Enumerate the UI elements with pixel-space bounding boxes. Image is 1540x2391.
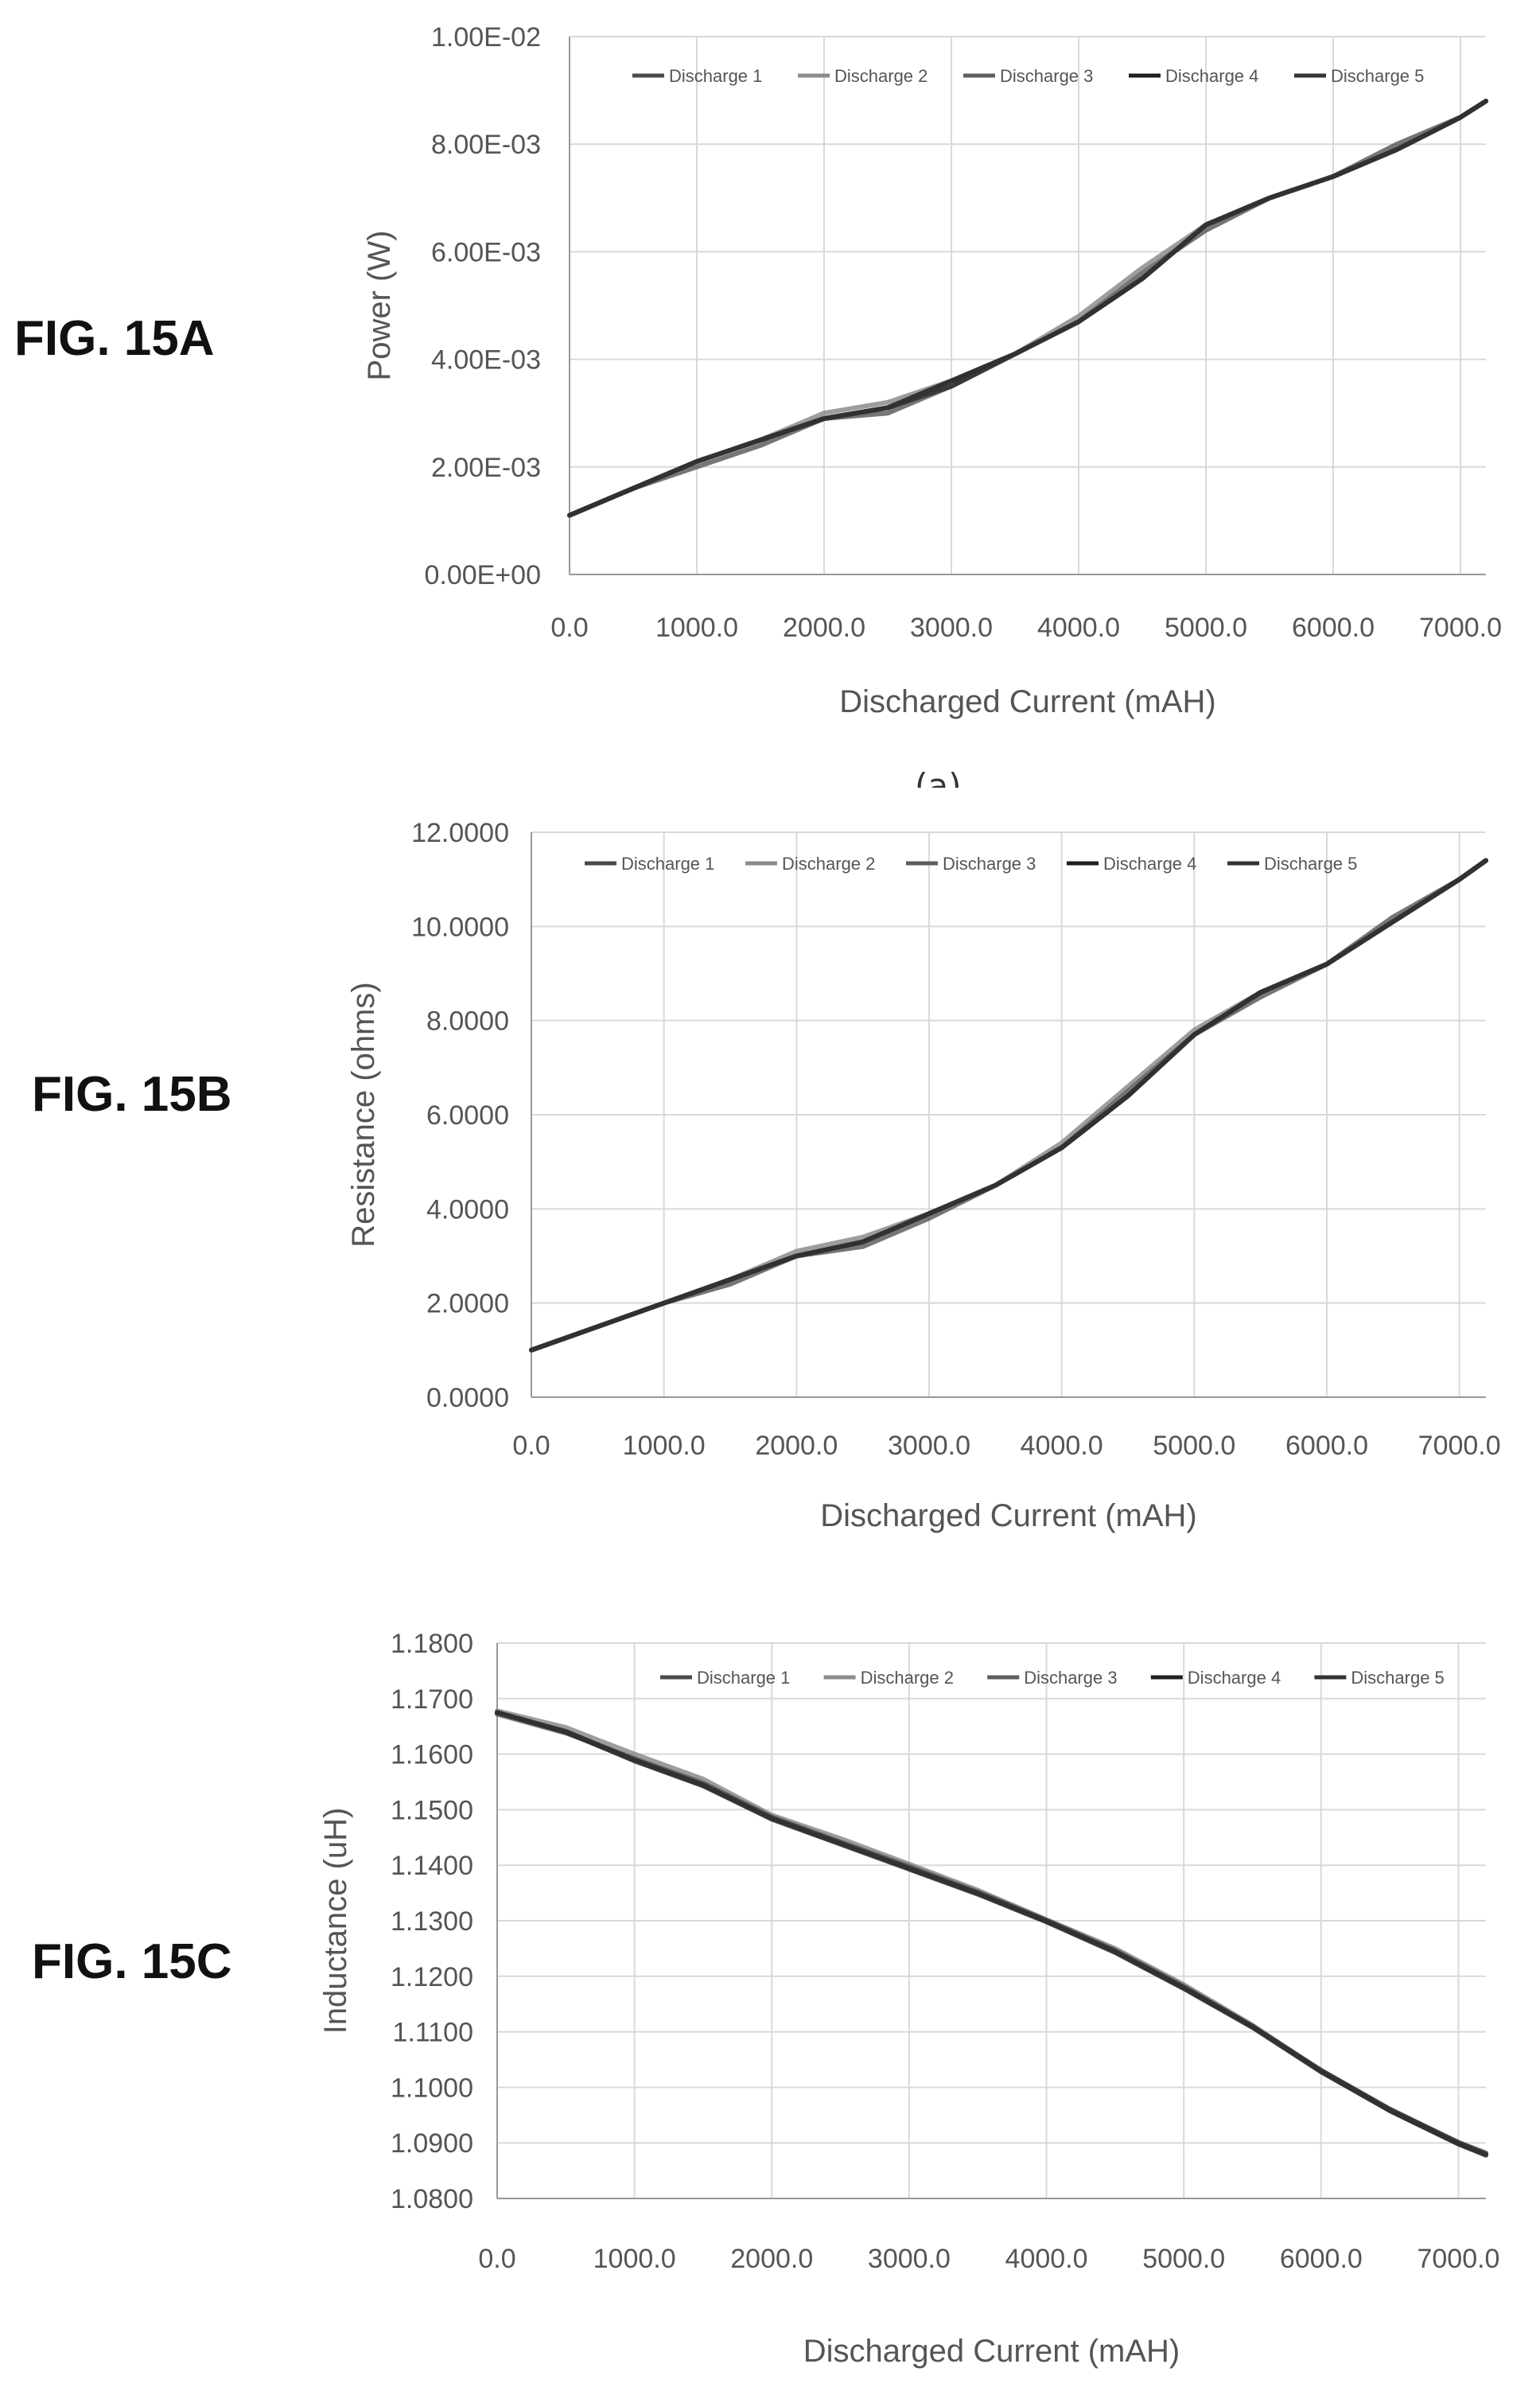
y-tick-label: 1.0800 [391,2184,473,2214]
legend-label-discharge-5: Discharge 5 [1351,1668,1444,1688]
y-tick-label: 2.0000 [426,1289,509,1319]
figure-label-15c: FIG. 15C [32,1934,232,1989]
y-tick-label: 1.1300 [391,1906,473,1937]
x-tick-label: 0.0 [478,2244,515,2274]
y-tick-label: 1.1400 [391,1851,473,1881]
legend-label-discharge-5: Discharge 5 [1264,854,1357,874]
series-line-discharge-3 [567,99,1488,518]
series-line-discharge-4 [495,1710,1488,2158]
series-line-discharge-5 [495,1710,1488,2157]
x-tick-label: 4000.0 [1021,1431,1103,1461]
caption-fragment-a: (a) [915,769,986,788]
legend-label-discharge-2: Discharge 2 [782,854,875,874]
x-axis-title: Discharged Current (mAH) [803,2334,1180,2369]
x-tick-label: 6000.0 [1280,2244,1363,2274]
x-tick-label: 7000.0 [1419,613,1502,643]
y-tick-label: 10.0000 [411,912,509,942]
series-line-discharge-1 [529,858,1488,1353]
y-tick-label: 12.0000 [411,818,509,848]
legend-label-discharge-4: Discharge 4 [1103,854,1196,874]
y-tick-label: 4.0000 [426,1194,509,1225]
x-tick-label: 1000.0 [593,2244,676,2274]
legend-label-discharge-1: Discharge 1 [697,1668,790,1688]
y-axis-title: Resistance (ohms) [346,982,381,1247]
y-tick-label: 6.0000 [426,1100,509,1131]
legend-label-discharge-1: Discharge 1 [621,854,714,874]
series-line-discharge-1 [567,99,1488,518]
y-tick-label: 8.0000 [426,1007,509,1037]
y-tick-label: 0.0000 [426,1383,509,1413]
series-line-discharge-5 [567,99,1488,518]
y-tick-label: 0.00E+00 [424,560,541,590]
x-tick-label: 6000.0 [1292,613,1375,643]
figure-label-15a: FIG. 15A [14,311,215,366]
figure-label-15b: FIG. 15B [32,1067,232,1122]
y-tick-label: 1.1700 [391,1684,473,1715]
x-tick-label: 1000.0 [655,613,738,643]
y-tick-label: 1.1800 [391,1629,473,1659]
y-tick-label: 1.1200 [391,1962,473,1992]
y-tick-label: 1.1100 [393,2018,473,2048]
series-line-discharge-3 [529,858,1488,1353]
chart-power: 0.00E+00 2.00E-03 4.00E-03 6.00E-03 8.00E-03… [362,22,1502,719]
x-tick-label: 4000.0 [1037,613,1120,643]
y-tick-label: 2.00E-03 [431,453,541,483]
x-tick-label: 0.0 [550,613,588,643]
x-tick-label: 1000.0 [623,1431,706,1461]
x-tick-label: 5000.0 [1153,1431,1235,1461]
x-tick-label: 2000.0 [783,613,865,643]
y-tick-label: 4.00E-03 [431,345,541,376]
y-tick-label: 1.00E-02 [431,22,541,53]
x-tick-label: 2000.0 [730,2244,813,2274]
series-line-discharge-5 [529,858,1488,1353]
x-tick-label: 5000.0 [1142,2244,1225,2274]
legend-label-discharge-4: Discharge 4 [1188,1668,1281,1688]
legend-label-discharge-1: Discharge 1 [669,66,762,86]
legend-label-discharge-3: Discharge 3 [943,854,1036,874]
x-tick-label: 7000.0 [1418,1431,1501,1461]
x-tick-label: 0.0 [512,1431,550,1461]
legend-label-discharge-5: Discharge 5 [1331,66,1424,86]
x-tick-label: 4000.0 [1005,2244,1088,2274]
y-tick-label: 6.00E-03 [431,237,541,267]
legend-label-discharge-4: Discharge 4 [1165,66,1258,86]
series-line-discharge-2 [529,858,1488,1353]
legend-label-discharge-3: Discharge 3 [1000,66,1093,86]
y-tick-label: 1.1600 [391,1740,473,1770]
legend-label-discharge-3: Discharge 3 [1024,1668,1117,1688]
series-line-discharge-4 [567,99,1488,518]
legend-label-discharge-2: Discharge 2 [834,66,928,86]
series-line-discharge-2 [567,99,1488,518]
chart-inductance: 1.0800 1.0900 1.1000 1.1100 1.1200 1.1300 1.14… [318,1629,1499,2369]
x-tick-label: 3000.0 [868,2244,951,2274]
y-tick-label: 1.0900 [391,2128,473,2159]
x-tick-label: 7000.0 [1417,2244,1499,2274]
x-tick-label: 3000.0 [888,1431,970,1461]
x-tick-label: 5000.0 [1165,613,1247,643]
x-tick-label: 6000.0 [1285,1431,1368,1461]
y-axis-title: Power (W) [362,231,397,381]
x-axis-title: Discharged Current (mAH) [839,684,1215,719]
series-line-discharge-4 [529,858,1488,1353]
x-tick-label: 3000.0 [910,613,993,643]
x-tick-label: 2000.0 [755,1431,838,1461]
y-axis-title: Inductance (uH) [318,1808,353,2035]
x-axis-title: Discharged Current (mAH) [820,1498,1196,1533]
legend-label-discharge-2: Discharge 2 [861,1668,954,1688]
y-tick-label: 1.1000 [391,2073,473,2103]
y-tick-label: 8.00E-03 [431,130,541,160]
chart-resistance: 0.0000 2.0000 4.0000 6.0000 8.0000 10.0000 12.… [346,818,1501,1533]
y-tick-label: 1.1500 [391,1795,473,1825]
